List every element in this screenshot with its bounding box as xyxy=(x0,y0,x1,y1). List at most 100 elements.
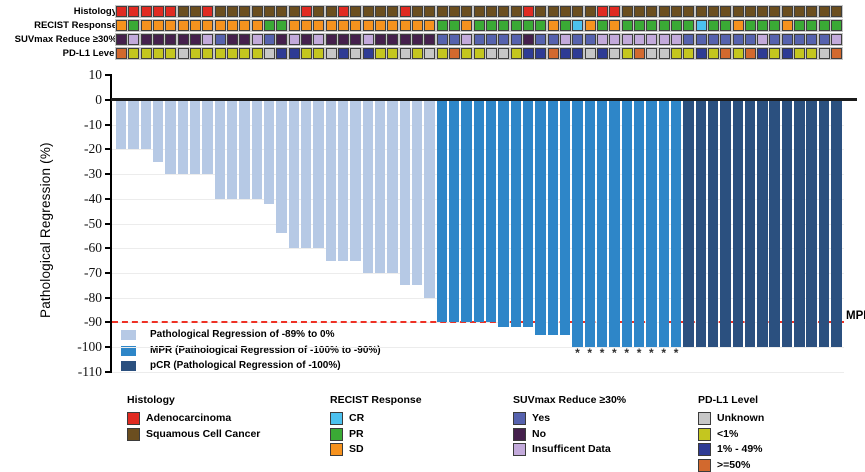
regression-bar xyxy=(165,101,176,175)
annotation-square xyxy=(313,34,325,45)
regression-bar xyxy=(226,101,238,199)
legend-item-label: 1% - 49% xyxy=(717,443,763,455)
y-tick xyxy=(105,173,112,176)
annotation-square xyxy=(473,48,485,59)
mpr-swatch xyxy=(121,346,136,356)
annotation-square xyxy=(510,20,522,31)
y-tick xyxy=(105,346,112,349)
annotation-square xyxy=(177,48,189,59)
annotation-square xyxy=(374,6,386,17)
y-tick xyxy=(105,74,112,77)
annotation-square xyxy=(609,6,621,17)
annotation-square xyxy=(695,20,707,31)
annotation-square xyxy=(374,48,386,59)
y-tick-label: -70 xyxy=(84,265,102,281)
annotation-square xyxy=(116,34,127,45)
gridline xyxy=(112,347,844,349)
annotation-square xyxy=(818,48,830,59)
annotation-square xyxy=(300,20,312,31)
annotation-square xyxy=(535,20,547,31)
annotation-square xyxy=(781,20,793,31)
regression-bar xyxy=(288,101,299,249)
annotation-square xyxy=(128,34,140,45)
asterisk: * xyxy=(587,346,593,360)
annotation-square xyxy=(831,48,843,59)
annotation-square xyxy=(214,48,226,59)
legend-swatch xyxy=(330,443,343,456)
regression-bar xyxy=(572,101,583,348)
regression-bar xyxy=(350,101,361,261)
y-tick-label: -80 xyxy=(84,289,102,305)
y-tick-label: -110 xyxy=(77,363,102,379)
annotation-square xyxy=(670,48,682,59)
annotation-square xyxy=(732,6,744,17)
annotation-square xyxy=(522,48,534,59)
annotation-square xyxy=(831,6,843,17)
annotation-square xyxy=(399,20,411,31)
annotation-square xyxy=(424,34,436,45)
annotation-square xyxy=(473,6,485,17)
annotation-square xyxy=(535,34,547,45)
annotation-square xyxy=(263,6,275,17)
annotation-square xyxy=(263,20,275,31)
annotation-square xyxy=(313,48,325,59)
regression-bar xyxy=(177,101,189,175)
legend-item-label: Adenocarcinoma xyxy=(146,412,232,424)
annotation-square xyxy=(276,6,288,17)
annotation-square xyxy=(744,20,756,31)
asterisk: * xyxy=(649,346,654,360)
annotation-square xyxy=(794,6,806,17)
annotation-square xyxy=(498,48,510,59)
legend-item-label: Yes xyxy=(532,412,551,424)
regression-bar xyxy=(818,101,830,348)
annotation-square xyxy=(140,20,152,31)
y-tick xyxy=(105,99,112,101)
annotation-square xyxy=(559,6,571,17)
legend-group: Histology Adenocarcinoma Squamous Cell Can… xyxy=(127,393,260,441)
annotation-square xyxy=(362,6,374,17)
annotation-square xyxy=(633,34,645,45)
annotation-square xyxy=(436,20,448,31)
annotation-square xyxy=(732,34,744,45)
annotation-square xyxy=(288,48,300,59)
annotation-square xyxy=(362,48,374,59)
annotation-square xyxy=(116,6,127,17)
annotation-square xyxy=(547,34,559,45)
regression-bar xyxy=(411,101,423,286)
annotation-square xyxy=(559,34,571,45)
legend-group-title: PD-L1 Level xyxy=(698,394,759,406)
annotation-square xyxy=(646,34,658,45)
annotation-square xyxy=(350,6,362,17)
annotation-square xyxy=(522,34,534,45)
annotation-square xyxy=(695,48,707,59)
annotation-square xyxy=(769,34,781,45)
annotation-square xyxy=(670,20,682,31)
annotation-square xyxy=(510,48,522,59)
legend-swatch xyxy=(698,443,711,456)
y-tick-label: -60 xyxy=(84,240,102,256)
annotation-square xyxy=(720,6,732,17)
annotation-square xyxy=(337,34,349,45)
legend-swatch xyxy=(127,412,140,425)
annotation-square xyxy=(239,20,251,31)
annotation-square xyxy=(239,6,251,17)
annotation-square xyxy=(806,20,818,31)
annotation-square xyxy=(461,34,473,45)
asterisk: * xyxy=(661,346,667,360)
annotation-square xyxy=(300,48,312,59)
annotation-square xyxy=(510,34,522,45)
annotation-square xyxy=(683,48,695,59)
annotation-square xyxy=(732,48,744,59)
regression-bar xyxy=(485,101,497,323)
annotation-square xyxy=(744,34,756,45)
legend-group: SUVmax Reduce ≥30% Yes No Insufficent Data xyxy=(513,393,626,456)
annotation-square xyxy=(202,20,214,31)
zero-baseline xyxy=(111,98,857,101)
annotation-square xyxy=(670,34,682,45)
regression-bar xyxy=(769,101,780,348)
legend-group: RECIST Response CR PR SD xyxy=(330,393,422,456)
regression-bar xyxy=(695,101,706,348)
annotation-square xyxy=(818,34,830,45)
annotation-square xyxy=(461,6,473,17)
